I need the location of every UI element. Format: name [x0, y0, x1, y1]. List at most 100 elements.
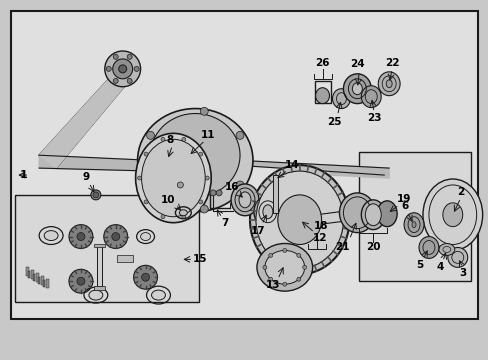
Ellipse shape [151, 290, 165, 300]
Bar [33, 274, 35, 281]
Text: 1: 1 [20, 170, 27, 180]
Text: 2: 2 [456, 187, 464, 197]
Ellipse shape [141, 233, 150, 240]
Circle shape [236, 181, 244, 189]
Circle shape [77, 277, 85, 285]
Circle shape [177, 182, 183, 188]
Text: 18: 18 [314, 221, 328, 231]
Ellipse shape [231, 184, 258, 216]
Circle shape [182, 137, 185, 141]
Bar [94, 286, 104, 290]
Ellipse shape [339, 193, 374, 233]
Ellipse shape [44, 231, 58, 240]
Circle shape [127, 78, 132, 84]
Circle shape [144, 200, 148, 204]
Circle shape [216, 190, 222, 196]
Ellipse shape [179, 210, 187, 216]
Circle shape [133, 265, 157, 289]
Ellipse shape [411, 222, 415, 228]
Bar [94, 243, 104, 247]
Circle shape [236, 131, 244, 139]
Circle shape [144, 152, 148, 156]
Text: 5: 5 [415, 260, 423, 270]
Polygon shape [39, 66, 130, 168]
Bar [43, 280, 45, 287]
Ellipse shape [377, 72, 399, 96]
Circle shape [268, 253, 272, 257]
Ellipse shape [137, 109, 252, 212]
Circle shape [119, 65, 126, 73]
Circle shape [113, 59, 132, 79]
Ellipse shape [361, 200, 385, 230]
Text: 14: 14 [284, 160, 299, 170]
Circle shape [127, 54, 132, 59]
Circle shape [134, 66, 139, 71]
Bar [41, 276, 44, 285]
Polygon shape [329, 165, 388, 178]
Circle shape [146, 181, 154, 189]
Ellipse shape [422, 179, 482, 251]
Ellipse shape [150, 113, 240, 197]
Text: 4: 4 [435, 262, 443, 272]
Text: 16: 16 [224, 182, 239, 192]
Ellipse shape [365, 204, 381, 226]
Ellipse shape [361, 86, 381, 108]
Text: 17: 17 [250, 226, 264, 235]
Ellipse shape [332, 89, 350, 109]
Circle shape [210, 190, 216, 196]
Bar [359, 152, 470, 281]
Text: 26: 26 [315, 58, 329, 68]
Ellipse shape [343, 74, 370, 104]
Text: 9: 9 [82, 172, 89, 182]
Text: 21: 21 [334, 243, 349, 252]
Circle shape [282, 282, 286, 286]
Bar [28, 271, 30, 278]
Bar [36, 273, 39, 282]
Text: 19: 19 [396, 194, 410, 204]
Circle shape [69, 225, 93, 248]
Text: 24: 24 [349, 59, 364, 69]
Ellipse shape [264, 251, 304, 284]
Circle shape [93, 192, 99, 198]
Bar [11, 11, 477, 319]
Bar [31, 270, 34, 279]
Circle shape [200, 107, 208, 115]
Text: 6: 6 [401, 201, 408, 211]
Text: 20: 20 [365, 243, 380, 252]
Circle shape [112, 233, 120, 240]
Bar [38, 277, 40, 284]
Text: 13: 13 [265, 280, 280, 290]
Text: 12: 12 [312, 233, 326, 243]
Text: 3: 3 [458, 268, 466, 278]
Circle shape [182, 215, 185, 219]
Ellipse shape [315, 88, 329, 104]
Ellipse shape [352, 83, 362, 95]
Text: 7: 7 [221, 218, 228, 228]
Polygon shape [39, 155, 190, 172]
Bar [26, 267, 29, 276]
Ellipse shape [442, 203, 462, 227]
Ellipse shape [263, 205, 272, 219]
Text: 11: 11 [201, 130, 215, 140]
Polygon shape [309, 208, 370, 226]
Text: 10: 10 [161, 195, 175, 205]
Circle shape [161, 137, 164, 141]
Circle shape [268, 277, 272, 281]
Circle shape [161, 215, 164, 219]
Bar [46, 279, 49, 288]
Circle shape [69, 269, 93, 293]
Circle shape [198, 200, 203, 204]
Bar [272, 175, 277, 213]
Ellipse shape [142, 139, 205, 217]
Circle shape [113, 78, 118, 84]
Circle shape [263, 265, 266, 269]
Ellipse shape [277, 195, 321, 244]
Circle shape [137, 176, 142, 180]
Circle shape [296, 253, 300, 257]
Ellipse shape [403, 213, 423, 237]
Circle shape [302, 265, 306, 269]
Text: 15: 15 [193, 255, 207, 264]
Ellipse shape [256, 243, 312, 291]
Text: 8: 8 [166, 135, 174, 145]
Bar [97, 247, 102, 286]
